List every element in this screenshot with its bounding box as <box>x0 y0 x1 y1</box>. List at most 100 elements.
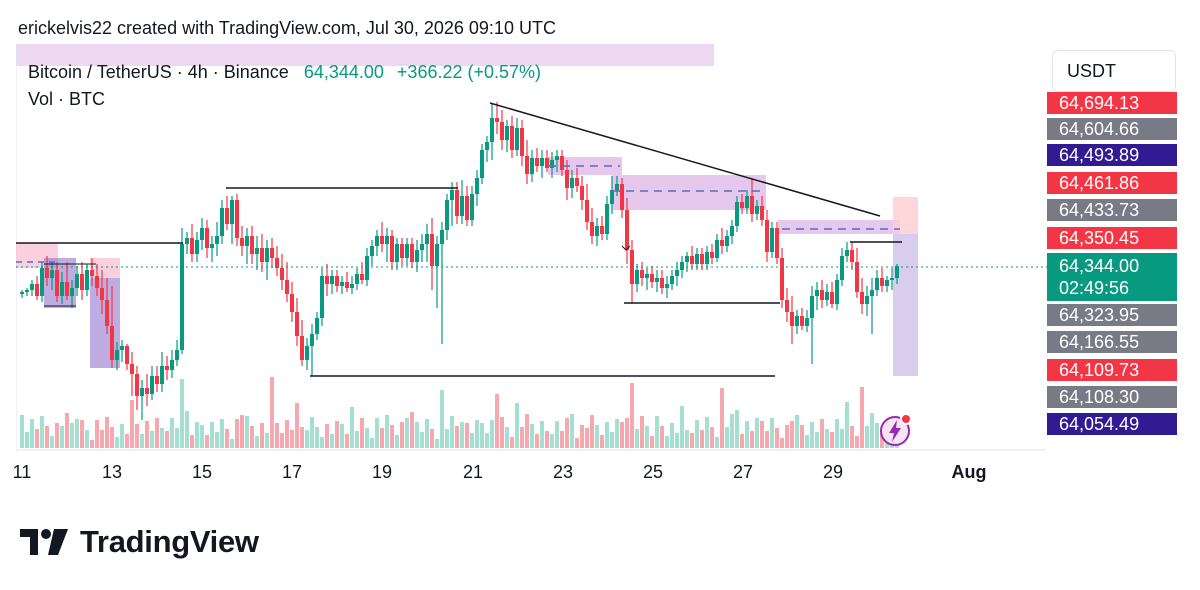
candle-body <box>605 204 609 234</box>
volume-bar <box>285 420 289 448</box>
volume-bar <box>365 428 369 448</box>
candle-body <box>530 158 534 174</box>
candle-body <box>640 270 644 278</box>
volume-bar <box>515 403 519 448</box>
current-price-value: 64,344.00 <box>1059 256 1140 276</box>
volume-bar <box>815 432 819 448</box>
candle-body <box>540 158 544 166</box>
price-label: 64,166.55 <box>1047 331 1177 353</box>
candle-body <box>555 156 559 160</box>
volume-bar <box>290 430 294 448</box>
candle-body <box>575 178 579 186</box>
candle-body <box>695 254 699 264</box>
x-tick: 15 <box>191 462 213 482</box>
legend-symbol[interactable]: Bitcoin / TetherUS · 4h · Binance 64,344… <box>28 62 541 83</box>
candle-body <box>200 228 204 240</box>
volume-bar <box>345 434 349 448</box>
candle-body <box>610 190 614 204</box>
volume-bar <box>620 422 624 448</box>
volume-bar <box>505 427 509 448</box>
candle-body <box>580 186 584 200</box>
candle-body <box>635 270 639 284</box>
chart-area[interactable] <box>16 44 1184 494</box>
volume-bar <box>635 429 639 448</box>
currency-button[interactable]: USDT <box>1052 50 1176 92</box>
candle-body <box>850 250 854 262</box>
candle-body <box>750 196 754 214</box>
volume-bar <box>245 416 249 448</box>
candle-body <box>820 290 824 300</box>
candle-body <box>710 252 714 258</box>
volume-bar <box>20 415 24 448</box>
candle-body <box>660 278 664 288</box>
volume-bar <box>485 433 489 448</box>
candle-body <box>405 244 409 258</box>
price-label: 64,461.86 <box>1047 172 1177 194</box>
volume-bar <box>45 426 49 448</box>
candle-body <box>420 244 424 250</box>
candle-body <box>705 252 709 264</box>
candle-body <box>70 288 74 296</box>
volume-bar <box>750 431 754 448</box>
candle-body <box>700 254 704 264</box>
volume-legend[interactable]: Vol · BTC <box>28 89 106 109</box>
candle-body <box>135 374 139 396</box>
candle-body <box>720 240 724 246</box>
volume-bar <box>265 433 269 448</box>
volume-bar <box>435 439 439 448</box>
volume-bar <box>35 429 39 448</box>
volume-bar <box>165 431 169 448</box>
candle-body <box>500 122 504 140</box>
candle-body <box>825 292 829 300</box>
volume-bar <box>675 433 679 448</box>
candle-body <box>75 274 79 288</box>
volume-bar <box>775 428 779 448</box>
volume-bar <box>655 416 659 448</box>
candlestick-chart[interactable] <box>16 44 1184 494</box>
volume-bar <box>305 430 309 448</box>
tv-logo-icon <box>20 529 68 555</box>
candle-body <box>140 388 144 396</box>
volume-bar <box>600 435 604 448</box>
candle-body <box>335 276 339 286</box>
volume-bar <box>50 436 54 448</box>
candle-body <box>760 206 764 220</box>
volume-bar <box>880 433 884 448</box>
volume-bar <box>440 390 444 448</box>
candle-body <box>345 282 349 288</box>
candle-body <box>365 256 369 280</box>
volume-bar <box>575 438 579 448</box>
volume-bar <box>420 432 424 448</box>
candle-body <box>60 282 64 296</box>
volume-bar <box>25 432 29 448</box>
volume-bar <box>295 403 299 448</box>
candle-body <box>190 238 194 254</box>
volume-bar <box>80 420 84 448</box>
volume-bar <box>685 430 689 448</box>
candle-body <box>215 236 219 244</box>
candle-body <box>440 230 444 244</box>
lightning-icon[interactable] <box>878 413 912 447</box>
volume-bar <box>740 434 744 448</box>
tradingview-logo[interactable]: TradingView <box>20 524 259 560</box>
volume-bar <box>145 421 149 448</box>
candle-body <box>480 150 484 178</box>
candle-body <box>380 236 384 244</box>
zone-red <box>90 258 120 278</box>
volume-bar <box>770 418 774 448</box>
candle-body <box>515 128 519 150</box>
volume-bar <box>680 406 684 448</box>
volume-bar <box>375 418 379 448</box>
volume-bar <box>85 430 89 448</box>
volume-bar <box>405 418 409 448</box>
volume-bar <box>735 410 739 448</box>
candle-body <box>890 278 894 280</box>
x-tick: 19 <box>371 462 393 482</box>
candle-body <box>565 170 569 188</box>
volume-bar <box>490 420 494 448</box>
volume-bar <box>605 422 609 448</box>
volume-bar <box>385 415 389 448</box>
candle-body <box>620 184 624 210</box>
candle-body <box>465 196 469 220</box>
candle-body <box>90 270 94 276</box>
